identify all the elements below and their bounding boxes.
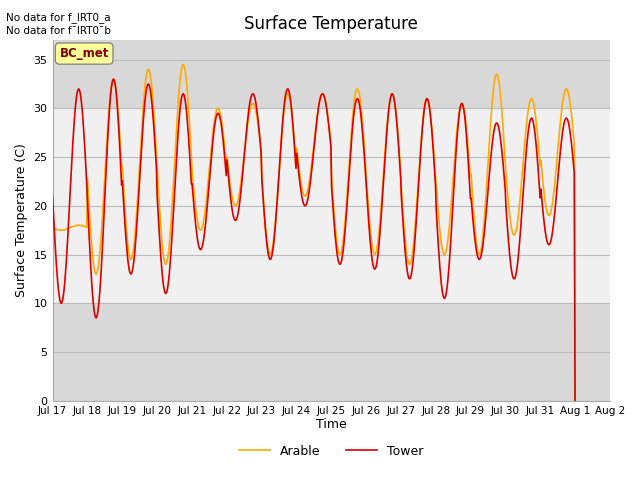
Arable [193,216,201,222]
Text: No data for f¯IRT0¯b: No data for f¯IRT0¯b [6,26,111,36]
X-axis label: Time: Time [316,419,347,432]
Title: Surface Temperature: Surface Temperature [244,15,418,33]
Arable [378,196,385,202]
Arable [112,84,120,90]
Arable [572,398,579,404]
Arable [58,228,66,233]
Tower [49,193,56,199]
Y-axis label: Surface Temperature (C): Surface Temperature (C) [15,144,28,298]
Line: Arable: Arable [52,64,575,401]
Arable [179,61,187,67]
Tower [58,300,66,305]
Arable [393,120,401,125]
Tower [113,93,120,99]
Tower [393,122,401,128]
Tower [193,234,201,240]
Tower [109,76,117,82]
Arable [165,247,173,252]
Tower [378,205,385,211]
Tower [166,268,173,274]
Text: No data for f_IRT0_a: No data for f_IRT0_a [6,12,111,23]
Text: BC_met: BC_met [60,47,109,60]
Bar [52,108,610,303]
Tower [572,398,579,404]
Legend: Arable, Tower: Arable, Tower [234,440,428,463]
Arable [49,225,56,230]
Line: Tower: Tower [52,79,575,401]
